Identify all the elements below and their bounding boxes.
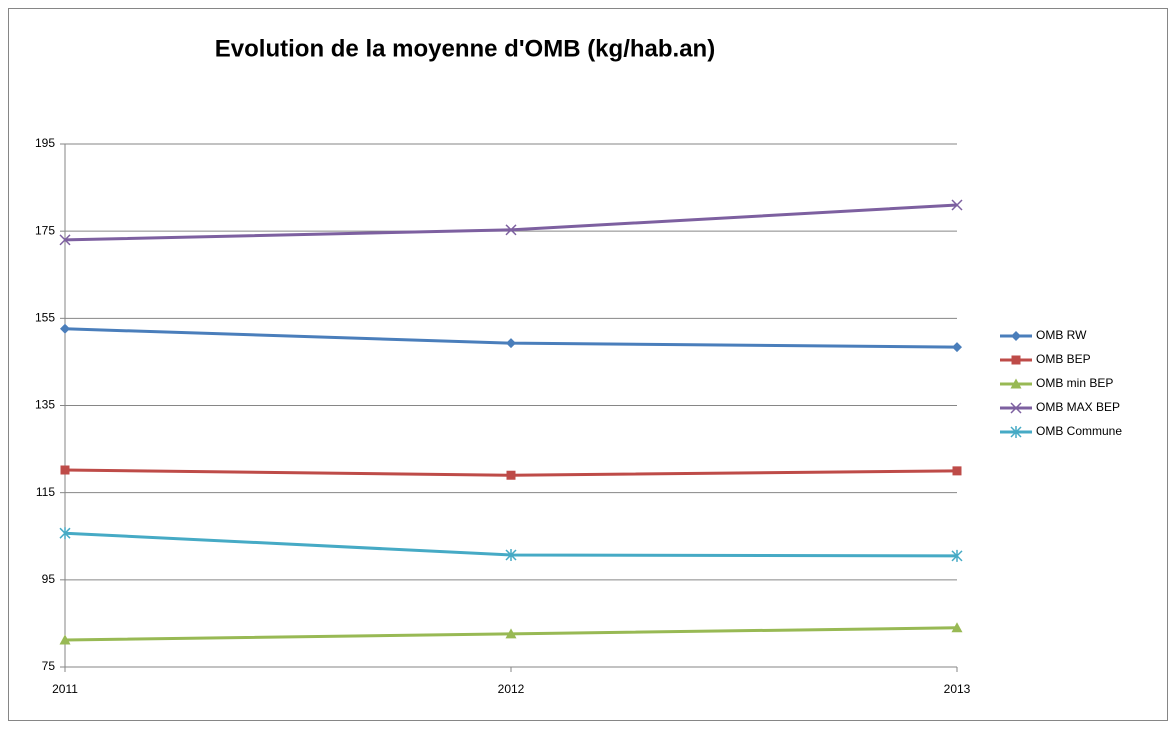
legend-marker	[1010, 402, 1022, 414]
chart-title: Evolution de la moyenne d'OMB (kg/hab.an…	[215, 35, 715, 62]
legend-marker	[1011, 331, 1021, 341]
marker	[60, 323, 70, 334]
marker	[506, 470, 516, 480]
y-tick-label: 75	[42, 659, 56, 673]
marker	[505, 628, 517, 639]
marker	[952, 342, 962, 353]
y-tick-label: 195	[35, 136, 55, 150]
legend-marker	[1010, 426, 1022, 438]
y-tick-label: 115	[36, 485, 55, 499]
legend-label: OMB MAX BEP	[1036, 400, 1120, 414]
x-tick-label: 2012	[498, 682, 525, 696]
marker	[952, 466, 962, 476]
legend-marker	[1010, 378, 1022, 389]
marker	[951, 549, 963, 562]
marker	[951, 199, 963, 211]
legend-label: OMB Commune	[1036, 424, 1122, 438]
legend-marker	[1011, 355, 1021, 365]
marker	[505, 548, 517, 561]
marker	[506, 338, 516, 349]
marker	[505, 224, 517, 236]
y-tick-label: 135	[35, 398, 55, 412]
legend-label: OMB RW	[1036, 328, 1087, 342]
marker	[60, 465, 70, 475]
marker	[951, 622, 963, 633]
x-tick-label: 2013	[944, 682, 971, 696]
marker	[59, 634, 71, 645]
chart-border	[8, 8, 1168, 721]
marker	[59, 527, 71, 540]
y-tick-label: 175	[35, 223, 55, 237]
marker	[59, 234, 71, 246]
legend-label: OMB min BEP	[1036, 376, 1113, 390]
legend-label: OMB BEP	[1036, 352, 1091, 366]
y-tick-label: 95	[42, 572, 56, 586]
x-tick-label: 2011	[52, 682, 78, 696]
y-tick-label: 155	[35, 311, 55, 325]
